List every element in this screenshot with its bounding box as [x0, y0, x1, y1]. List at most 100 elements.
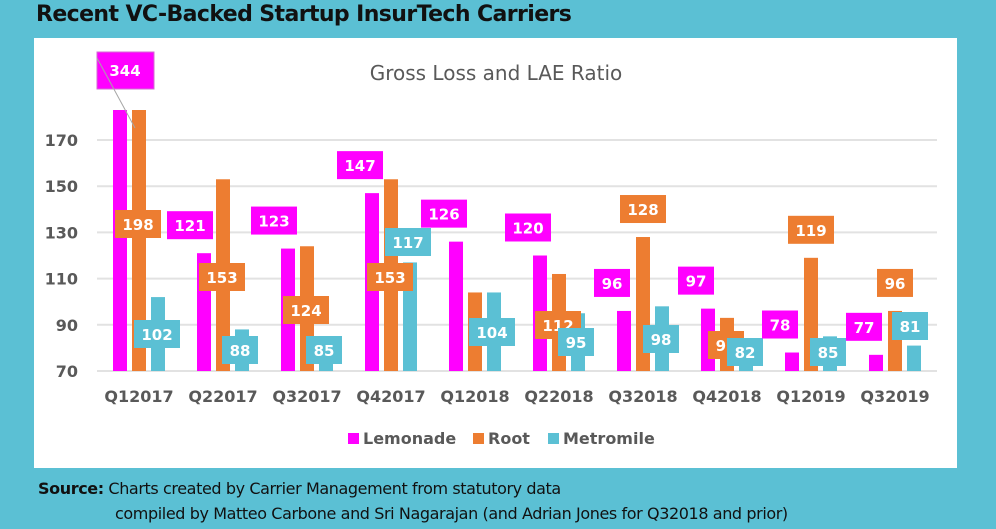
data-label-metromile-q12018: 104: [469, 318, 515, 346]
data-label-box: [505, 213, 551, 242]
x-tick-label: Q42017: [356, 387, 425, 406]
legend-item-root: Root: [473, 429, 530, 448]
data-label-box: [421, 199, 467, 228]
legend-label: Lemonade: [363, 429, 456, 448]
data-label-box: [643, 325, 679, 353]
x-tick-label: Q32017: [272, 387, 341, 406]
y-tick-label: 130: [45, 223, 78, 242]
source-line-1: Charts created by Carrier Management fro…: [108, 479, 561, 498]
data-label-text: 98: [651, 331, 672, 349]
chart-title: Gross Loss and LAE Ratio: [370, 61, 623, 85]
data-label-lemonade-q32019: 77: [846, 312, 882, 341]
data-label-box: [846, 312, 882, 341]
legend: Lemonade Root Metromile: [348, 429, 655, 448]
data-label-box: [788, 215, 834, 244]
data-labels: 344 198 102 121 153 88 123 124 85 147 153 117 126 104…: [96, 51, 928, 366]
legend-item-metromile: Metromile: [548, 429, 655, 448]
data-label-text: 85: [314, 342, 335, 360]
data-label-lemonade-q12017: 344: [96, 51, 155, 90]
data-label-box: [558, 328, 594, 356]
legend-label: Root: [488, 429, 530, 448]
leader-line: [96, 57, 136, 129]
source-line-2: compiled by Matteo Carbone and Sri Nagar…: [115, 504, 788, 523]
data-label-text: 119: [795, 222, 826, 240]
data-label-text: 153: [374, 269, 405, 287]
data-label-lemonade-q22018: 120: [505, 213, 551, 242]
bar-lemonade-q12018: [449, 241, 463, 371]
data-label-box: [367, 263, 413, 291]
data-label-text: 82: [735, 344, 756, 362]
data-label-box: [96, 51, 155, 90]
data-label-box: [469, 318, 515, 346]
x-tick-label: Q12017: [104, 387, 173, 406]
data-label-text: 81: [900, 318, 921, 336]
data-label-text: 344: [109, 62, 140, 80]
data-label-box: [251, 206, 297, 235]
data-label-text: 121: [174, 217, 205, 235]
data-label-text: 117: [392, 234, 423, 252]
data-label-metromile-q32018: 98: [643, 325, 679, 353]
legend-label: Metromile: [563, 429, 655, 448]
data-label-metromile-q12019: 85: [810, 338, 846, 366]
x-tick-label: Q32019: [860, 387, 929, 406]
data-label-box: [199, 263, 245, 291]
legend-swatch: [548, 433, 559, 444]
y-tick-label: 170: [45, 131, 78, 150]
data-label-root-q32017: 124: [283, 296, 329, 324]
data-label-metromile-q32019: 81: [892, 312, 928, 340]
data-label-metromile-q42017: 117: [385, 228, 431, 256]
x-tick-label: Q12019: [776, 387, 845, 406]
data-label-text: 128: [627, 201, 658, 219]
data-label-box: [594, 268, 630, 297]
y-tick-label: 70: [56, 362, 78, 381]
legend-swatch: [348, 433, 359, 444]
page-title: Recent VC-Backed Startup InsurTech Carri…: [36, 2, 572, 27]
data-label-lemonade-q12018: 126: [421, 199, 467, 228]
data-label-text: 147: [344, 157, 375, 175]
data-label-lemonade-q42017: 147: [337, 151, 383, 180]
data-label-text: 102: [141, 326, 172, 344]
data-label-root-q42017: 153: [367, 263, 413, 291]
bar-lemonade-q32019: [869, 354, 883, 371]
data-label-text: 198: [122, 216, 153, 234]
data-label-text: 126: [428, 206, 459, 224]
data-label-box: [115, 210, 161, 238]
data-label-text: 88: [230, 342, 251, 360]
data-label-metromile-q22017: 88: [222, 336, 258, 364]
legend-swatch: [473, 433, 484, 444]
data-label-lemonade-q22017: 121: [167, 211, 213, 240]
data-label-box: [810, 338, 846, 366]
data-label-metromile-q12017: 102: [134, 320, 180, 348]
data-label-box: [877, 268, 913, 297]
data-label-text: 97: [686, 273, 707, 291]
data-label-text: 95: [566, 334, 587, 352]
data-label-text: 96: [602, 275, 623, 293]
source-note: Source: Charts created by Carrier Manage…: [38, 476, 788, 526]
data-label-text: 123: [258, 213, 289, 231]
data-label-metromile-q42018: 82: [727, 338, 763, 366]
data-label-metromile-q22018: 95: [558, 328, 594, 356]
source-label: Source:: [38, 479, 104, 498]
data-label-box: [678, 266, 714, 295]
data-label-box: [134, 320, 180, 348]
bar-lemonade-q32018: [617, 310, 631, 371]
bar-root-q12017: [132, 110, 146, 371]
bar-lemonade-q12017: [113, 110, 127, 371]
x-tick-label: Q22018: [524, 387, 593, 406]
chart-panel: [34, 38, 957, 468]
data-label-box: [892, 312, 928, 340]
bar-lemonade-q12019: [785, 352, 799, 371]
data-label-text: 153: [206, 269, 237, 287]
y-tick-label: 150: [45, 177, 78, 196]
data-label-box: [337, 151, 383, 180]
bar-metromile-q32019: [907, 345, 921, 371]
data-label-root-q12017: 198: [115, 210, 161, 238]
data-label-text: 78: [770, 317, 791, 335]
data-label-text: 104: [476, 324, 507, 342]
data-label-lemonade-q32018: 96: [594, 268, 630, 297]
y-tick-label: 90: [56, 316, 78, 335]
data-label-box: [727, 338, 763, 366]
data-label-root-q22017: 153: [199, 263, 245, 291]
data-label-root-q32018: 128: [620, 195, 666, 224]
